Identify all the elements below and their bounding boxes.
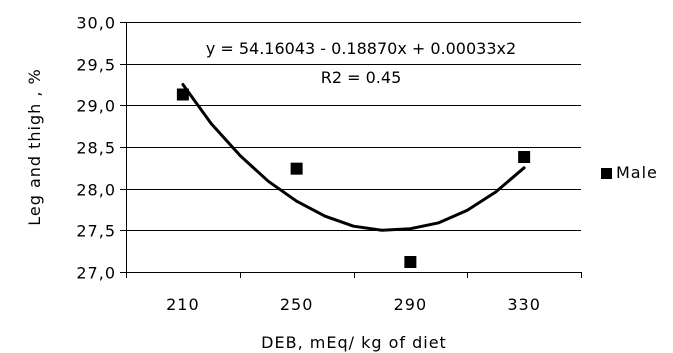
- y-tick-label: 28,5: [76, 139, 116, 158]
- y-axis-title: Leg and thigh , %: [25, 68, 44, 226]
- y-tick-label: 29,5: [76, 56, 116, 75]
- legend-marker-male: [601, 168, 612, 179]
- data-points: [176, 88, 531, 268]
- equation-label: y = 54.16043 - 0.18870x + 0.00033x2: [206, 39, 516, 58]
- y-tick-label: 29,0: [76, 97, 116, 116]
- data-point: [176, 88, 189, 101]
- r2-label: R2 = 0.45: [321, 68, 402, 87]
- x-tick-labels: 210 250 290 330: [166, 295, 541, 314]
- trendline: [181, 83, 526, 232]
- x-tick-label: 210: [166, 295, 200, 314]
- y-tick-labels: 27,0 27,5 28,0 28,5 29,0 29,5 30,0: [76, 14, 116, 283]
- axes: [120, 22, 582, 278]
- y-tick-label: 28,0: [76, 181, 116, 200]
- x-tick-label: 250: [280, 295, 314, 314]
- legend-label-male: Male: [616, 163, 658, 182]
- legend: Male: [601, 163, 658, 182]
- data-point: [290, 162, 303, 175]
- y-tick-label: 27,0: [76, 264, 116, 283]
- grid-lines: [126, 22, 581, 231]
- x-tick-label: 290: [394, 295, 428, 314]
- x-axis-title: DEB, mEq/ kg of diet: [261, 333, 447, 352]
- x-tick-label: 330: [507, 295, 541, 314]
- data-point: [518, 151, 531, 163]
- y-tick-label: 30,0: [76, 14, 116, 33]
- y-tick-label: 27,5: [76, 222, 116, 241]
- trendline-layer: [181, 83, 526, 232]
- data-point: [404, 256, 417, 268]
